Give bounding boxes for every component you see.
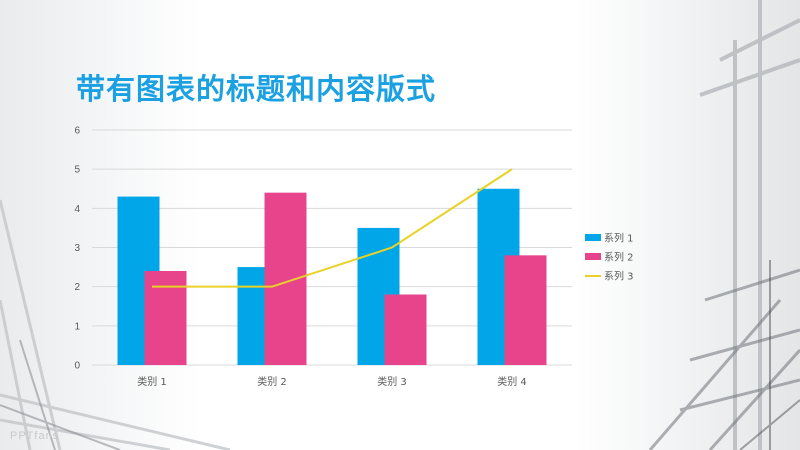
y-tick-label: 3 [74, 243, 80, 254]
legend-swatch [585, 253, 601, 260]
y-tick-label: 4 [74, 204, 80, 215]
bar [144, 271, 187, 365]
watermark-text: PPTfans [10, 430, 60, 442]
y-tick-label: 0 [74, 361, 80, 372]
y-tick-label: 6 [74, 126, 80, 137]
bar [264, 192, 307, 365]
legend-label: 系列 3 [604, 270, 634, 283]
legend-label: 系列 1 [604, 232, 634, 245]
slide-title: 带有图表的标题和内容版式 [76, 72, 437, 106]
bar [504, 255, 547, 365]
x-tick-label: 类别 3 [377, 375, 407, 388]
y-tick-label: 2 [74, 282, 80, 293]
x-tick-label: 类别 2 [257, 375, 287, 388]
legend-swatch [585, 234, 601, 241]
series-line [152, 168, 513, 288]
x-tick-label: 类别 4 [497, 375, 527, 388]
bar [384, 294, 427, 365]
y-tick-label: 1 [74, 321, 80, 332]
x-tick-label: 类别 1 [137, 375, 167, 388]
y-tick-label: 5 [74, 165, 80, 176]
legend-label: 系列 2 [604, 251, 634, 264]
